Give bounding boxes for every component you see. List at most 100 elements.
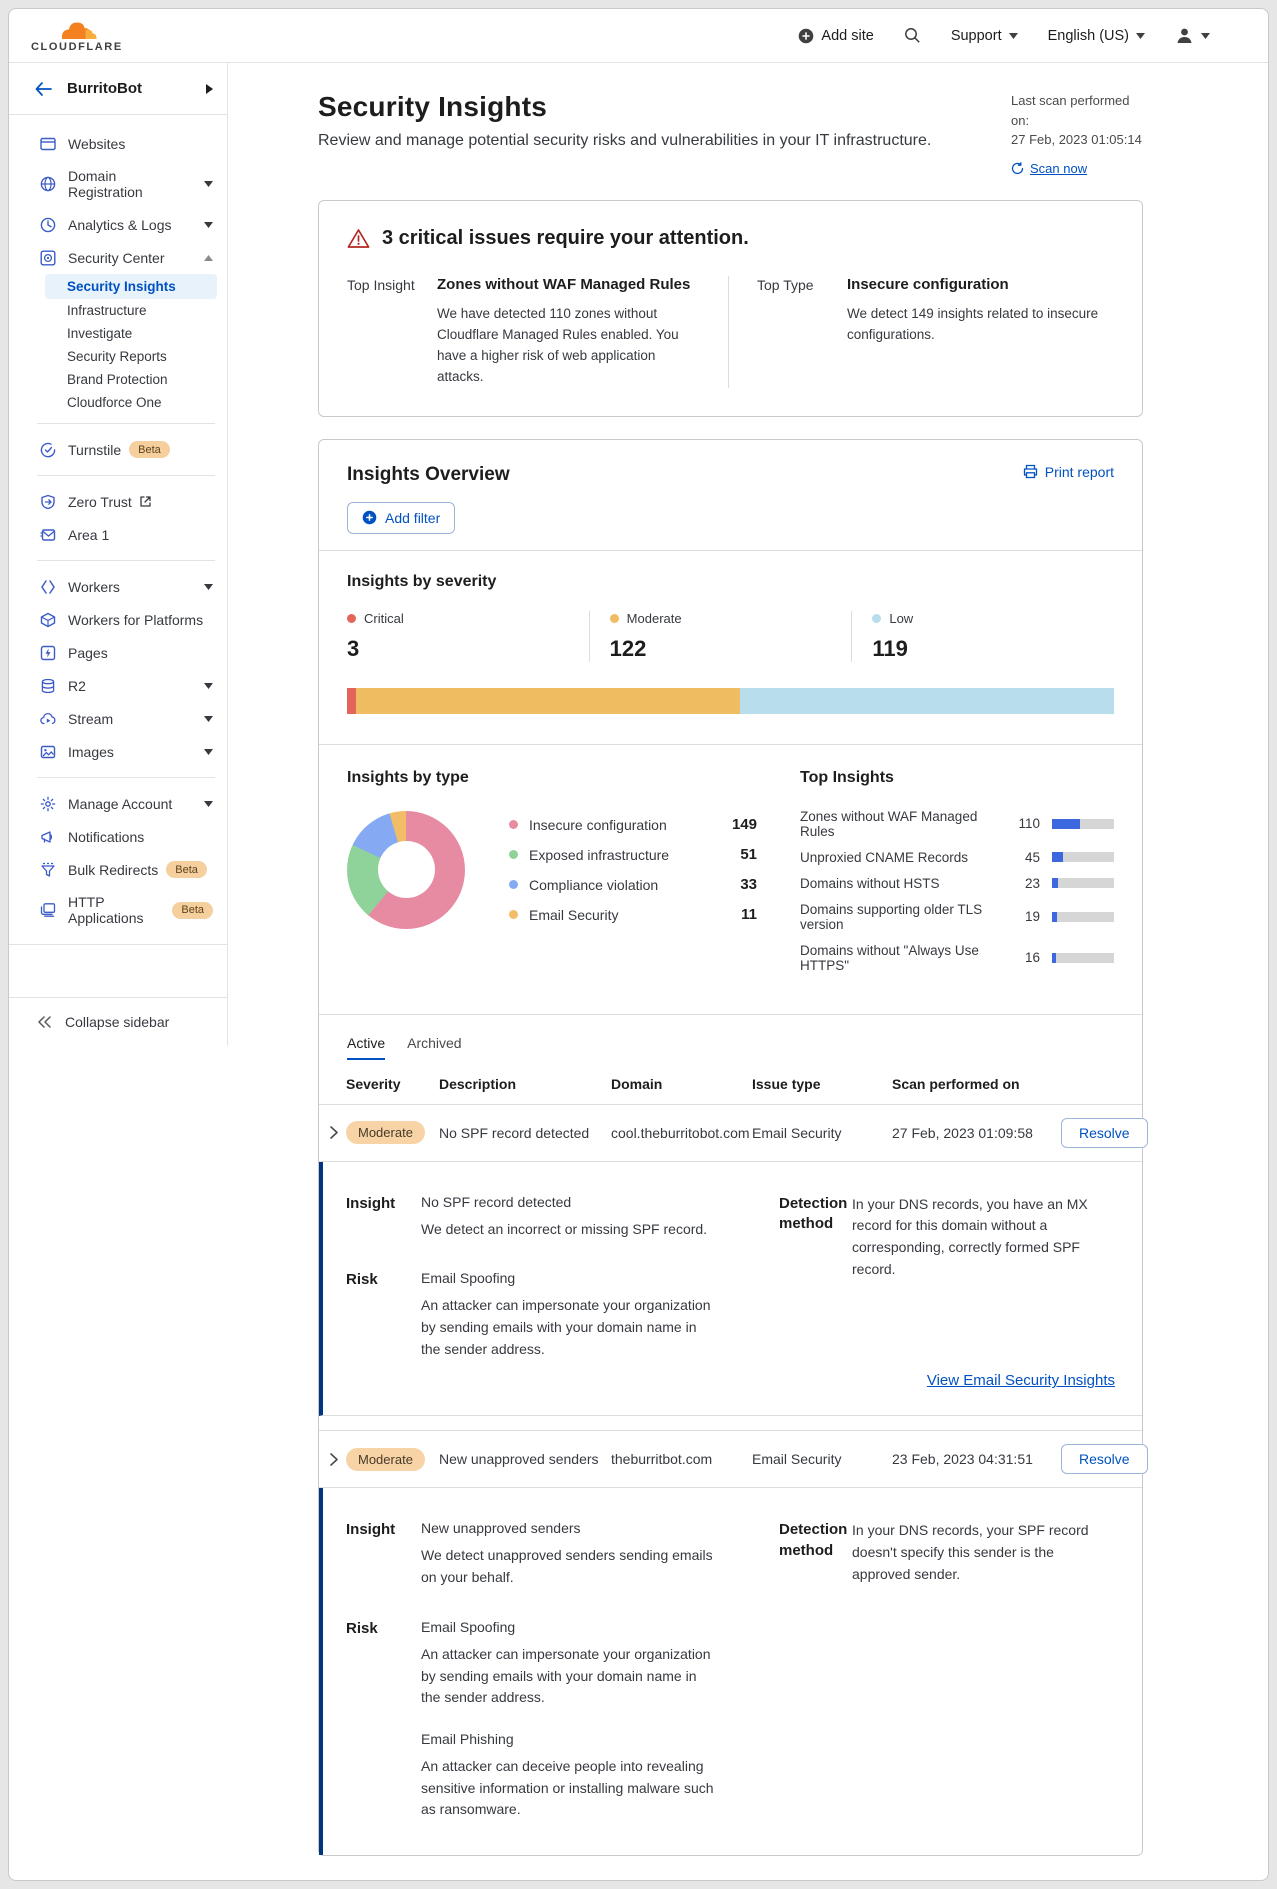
legend-dot bbox=[509, 850, 518, 860]
sidebar-item-pages[interactable]: Pages bbox=[9, 636, 227, 669]
security-center-icon bbox=[39, 249, 56, 266]
sidebar-item-workers[interactable]: Workers bbox=[9, 570, 227, 603]
sidebar-item-security-insights[interactable]: Security Insights bbox=[45, 274, 217, 299]
sidebar-item-infrastructure[interactable]: Infrastructure bbox=[67, 303, 147, 318]
add-filter-button[interactable]: Add filter bbox=[347, 501, 456, 534]
cube-icon bbox=[39, 611, 56, 628]
account-name: BurritoBot bbox=[67, 80, 142, 97]
sidebar-item-websites[interactable]: Websites bbox=[9, 127, 227, 160]
user-menu[interactable] bbox=[1175, 26, 1210, 45]
sidebar: BurritoBot Websites Domain Registration … bbox=[9, 63, 228, 1046]
sidebar-item-investigate[interactable]: Investigate bbox=[67, 326, 133, 341]
search-button[interactable] bbox=[904, 27, 921, 44]
cloudflare-logo-text: CLOUDFLARE bbox=[31, 40, 123, 53]
tab-active[interactable]: Active bbox=[347, 1035, 386, 1060]
sidebar-item-stream[interactable]: Stream bbox=[9, 702, 227, 735]
sidebar-item-zero-trust[interactable]: Zero Trust bbox=[9, 485, 227, 518]
stacked-windows-icon bbox=[39, 902, 56, 919]
sidebar-item-domain-registration[interactable]: Domain Registration bbox=[9, 160, 227, 208]
sidebar-item-security-center[interactable]: Security Center bbox=[9, 241, 227, 274]
chevron-down-icon bbox=[1136, 32, 1145, 39]
chevron-down-icon bbox=[1201, 32, 1210, 39]
divider bbox=[37, 423, 215, 424]
sidebar-item-manage-account[interactable]: Manage Account bbox=[9, 787, 227, 820]
top-insight-title: Zones without WAF Managed Rules bbox=[437, 276, 691, 293]
row-domain: cool.theburritobot.com bbox=[611, 1124, 750, 1141]
legend-dot bbox=[509, 820, 518, 830]
row-description: No SPF record detected bbox=[439, 1124, 590, 1141]
sidebar-item-bulk-redirects[interactable]: Bulk Redirects Beta bbox=[9, 853, 227, 886]
sidebar-item-workers-for-platforms[interactable]: Workers for Platforms bbox=[9, 603, 227, 636]
severity-stat-critical: Critical 3 bbox=[347, 610, 404, 661]
sidebar-item-security-reports[interactable]: Security Reports bbox=[67, 349, 167, 364]
insights-table-tabs: Active Archived bbox=[319, 1015, 1142, 1060]
last-scan-time: 27 Feb, 2023 01:05:14 bbox=[1011, 132, 1142, 147]
row-scanned: 23 Feb, 2023 04:31:51 bbox=[892, 1451, 1033, 1468]
top-insight-block: Top Insight Zones without WAF Managed Ru… bbox=[347, 276, 729, 388]
analytics-clock-icon bbox=[39, 216, 56, 233]
severity-stat-low: Low 119 bbox=[851, 610, 1114, 662]
insights-by-type-section: Insights by type Insecure configuration 1… bbox=[347, 769, 784, 984]
support-menu[interactable]: Support bbox=[951, 28, 1018, 44]
divider bbox=[37, 560, 215, 561]
back-arrow-icon[interactable] bbox=[35, 81, 52, 96]
tab-archived[interactable]: Archived bbox=[407, 1034, 462, 1051]
cloudflare-logo[interactable]: CLOUDFLARE bbox=[31, 19, 123, 53]
divider bbox=[319, 743, 1142, 745]
type-legend: Insecure configuration 149 Exposed infras… bbox=[509, 816, 757, 923]
resolve-button[interactable]: Resolve bbox=[1061, 1117, 1148, 1148]
scan-now-link[interactable]: Scan now bbox=[1011, 159, 1143, 179]
sidebar-item-cloudforce-one[interactable]: Cloudforce One bbox=[67, 395, 162, 410]
sidebar-item-notifications[interactable]: Notifications bbox=[9, 820, 227, 853]
insights-overview-card: Insights Overview Print report Add filte… bbox=[318, 438, 1148, 1856]
top-insight-row: Domains supporting older TLS version 19 bbox=[800, 902, 1114, 932]
divider bbox=[37, 777, 215, 778]
workers-icon bbox=[39, 578, 56, 595]
top-type-title: Insecure configuration bbox=[847, 276, 1009, 293]
sidebar-item-turnstile[interactable]: Turnstile Beta bbox=[9, 433, 227, 466]
table-header: Severity Description Domain Issue type S… bbox=[319, 1060, 1142, 1105]
severity-bar-moderate bbox=[356, 687, 740, 714]
row-scanned: 27 Feb, 2023 01:09:58 bbox=[892, 1124, 1033, 1141]
insights-type-donut bbox=[347, 810, 465, 929]
legend-dot bbox=[509, 910, 518, 920]
gear-icon bbox=[39, 795, 56, 812]
top-type-block: Top Type Insecure configuration We detec… bbox=[729, 276, 1114, 388]
sidebar-item-http-applications[interactable]: HTTP Applications Beta bbox=[9, 886, 227, 934]
divider bbox=[37, 475, 215, 476]
expand-row-chevron[interactable] bbox=[326, 1451, 342, 1467]
top-insight-row: Domains without HSTS 23 bbox=[800, 876, 1114, 891]
resolve-button[interactable]: Resolve bbox=[1061, 1444, 1148, 1475]
print-report-link[interactable]: Print report bbox=[1023, 464, 1114, 480]
main-content: Security Insights Review and manage pote… bbox=[228, 63, 1268, 1880]
severity-badge: Moderate bbox=[346, 1121, 425, 1145]
account-switcher: BurritoBot bbox=[9, 63, 227, 115]
external-link-icon bbox=[140, 496, 151, 507]
sidebar-item-images[interactable]: Images bbox=[9, 735, 227, 768]
language-menu[interactable]: English (US) bbox=[1048, 28, 1145, 44]
severity-badge: Moderate bbox=[346, 1447, 425, 1471]
insights-overview-title: Insights Overview bbox=[347, 463, 510, 485]
megaphone-icon bbox=[39, 828, 56, 845]
view-email-security-insights-link[interactable]: View Email Security Insights bbox=[926, 1372, 1115, 1390]
chevron-right-icon[interactable] bbox=[206, 83, 213, 94]
sidebar-item-area-1[interactable]: Area 1 bbox=[9, 518, 227, 551]
legend-dot bbox=[509, 880, 518, 890]
chevron-down-icon bbox=[204, 715, 213, 722]
insights-by-severity-section: Insights by severity Critical 3 Moderate… bbox=[319, 551, 1142, 744]
beta-badge: Beta bbox=[172, 901, 213, 919]
sidebar-item-analytics-logs[interactable]: Analytics & Logs bbox=[9, 208, 227, 241]
collapse-sidebar-button[interactable]: Collapse sidebar bbox=[9, 997, 227, 1046]
topbar-actions: Add site Support English (US) bbox=[798, 26, 1210, 45]
divider bbox=[319, 549, 1142, 551]
row-issue-type: Email Security bbox=[752, 1124, 842, 1141]
sidebar-item-r2[interactable]: R2 bbox=[9, 669, 227, 702]
low-dot bbox=[872, 613, 882, 623]
sidebar-item-brand-protection[interactable]: Brand Protection bbox=[67, 372, 168, 387]
page-title: Security Insights bbox=[318, 91, 548, 122]
top-insight-row: Domains without "Always Use HTTPS" 16 bbox=[800, 943, 1114, 973]
expand-row-chevron[interactable] bbox=[326, 1125, 342, 1141]
turnstile-check-icon bbox=[39, 441, 56, 458]
search-icon bbox=[904, 28, 920, 43]
add-site-button[interactable]: Add site bbox=[798, 28, 874, 44]
